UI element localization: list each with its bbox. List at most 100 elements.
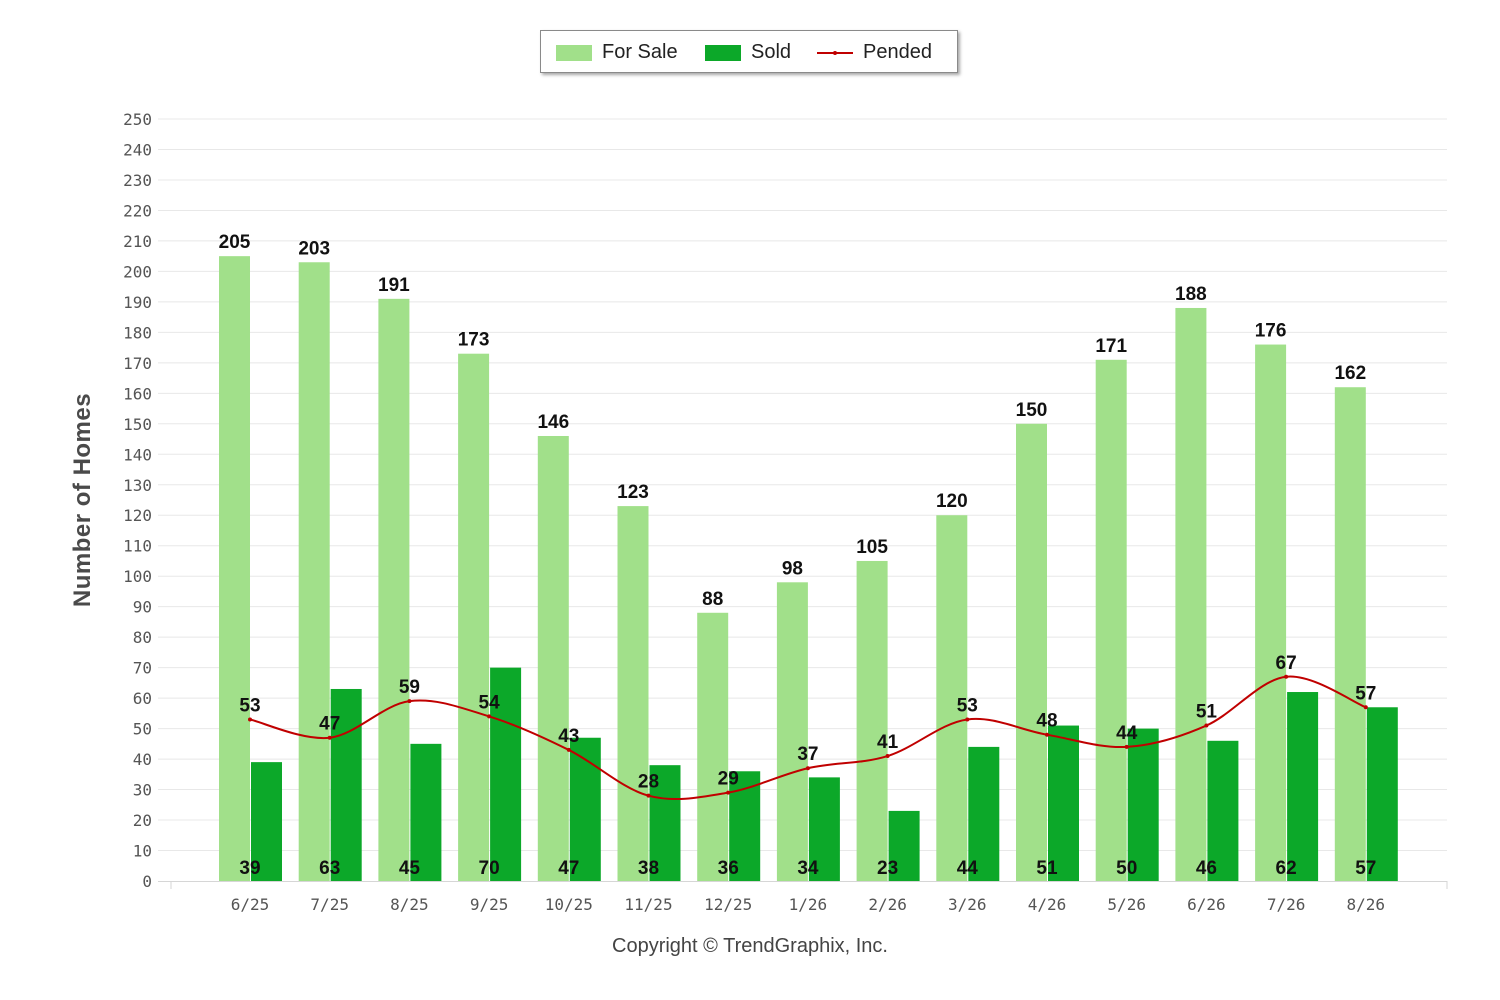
pended-data-label: 57: [1355, 683, 1376, 704]
x-tick-label: 7/26: [1267, 895, 1306, 914]
sold-data-label: 38: [638, 858, 659, 879]
pended-point: [1124, 744, 1129, 749]
sold-bar: [1287, 692, 1319, 881]
pended-point: [965, 717, 970, 722]
y-tick-label: 10: [133, 842, 152, 861]
for-sale-bar: [537, 435, 569, 881]
sold-data-label: 50: [1116, 858, 1137, 879]
for-sale-bar: [1255, 344, 1287, 881]
sold-data-label: 46: [1196, 858, 1217, 879]
pended-point: [327, 735, 332, 740]
x-tick-label: 12/25: [704, 895, 752, 914]
legend-item-sold[interactable]: Sold: [705, 31, 791, 74]
sold-data-label: 62: [1276, 858, 1297, 879]
pended-point: [1284, 674, 1289, 679]
x-tick-label: 10/25: [545, 895, 593, 914]
y-tick-label: 40: [133, 750, 152, 769]
for-sale-bar: [697, 612, 729, 881]
y-tick-label: 170: [123, 354, 152, 373]
sold-swatch: [705, 44, 741, 61]
sold-data-label: 34: [797, 858, 819, 879]
for-sale-data-label: 98: [782, 558, 803, 579]
for-sale-swatch: [556, 44, 592, 61]
x-tick-label: 1/26: [789, 895, 828, 914]
pended-data-label: 51: [1196, 702, 1218, 723]
sold-bar: [410, 743, 442, 881]
for-sale-bar: [458, 353, 490, 881]
sold-data-label: 57: [1355, 858, 1376, 879]
for-sale-bar: [378, 298, 410, 881]
sold-data-label: 47: [558, 858, 579, 879]
for-sale-data-label: 191: [378, 275, 410, 296]
for-sale-bar: [219, 256, 250, 881]
y-tick-label: 240: [123, 140, 152, 159]
pended-data-label: 59: [399, 677, 420, 698]
for-sale-data-label: 171: [1095, 336, 1127, 357]
sold-bar: [1048, 725, 1079, 881]
pended-point: [1045, 732, 1049, 737]
y-tick-label: 180: [123, 323, 152, 342]
pended-point: [1204, 723, 1209, 728]
y-tick-label: 90: [133, 598, 152, 617]
legend-label-for-sale: For Sale: [602, 41, 678, 63]
y-tick-label: 130: [123, 476, 152, 495]
x-tick-label: 2/26: [868, 895, 907, 914]
sold-bar: [649, 765, 681, 881]
for-sale-bar: [1095, 359, 1127, 881]
for-sale-data-label: 203: [298, 238, 330, 259]
pended-point: [885, 754, 890, 759]
legend-item-pended[interactable]: Pended: [817, 31, 932, 74]
legend-label-sold: Sold: [751, 41, 792, 63]
bars: [219, 256, 1398, 882]
sold-bar: [1366, 707, 1398, 881]
y-tick-label: 110: [123, 537, 152, 556]
for-sale-data-label: 146: [537, 412, 569, 433]
pended-data-label: 37: [797, 744, 818, 765]
pended-point: [726, 790, 731, 795]
sold-data-label: 39: [239, 858, 260, 879]
y-tick-label: 20: [133, 811, 152, 830]
y-tick-label: 30: [133, 781, 152, 800]
sold-data-label: 63: [319, 858, 340, 879]
for-sale-bar: [298, 262, 330, 882]
for-sale-bar: [1334, 387, 1366, 881]
y-tick-label: 210: [123, 232, 152, 251]
pended-data-label: 41: [877, 732, 899, 753]
pended-point: [1363, 705, 1368, 710]
sold-bar: [968, 746, 1000, 881]
x-tick-label: 3/26: [948, 895, 987, 914]
x-axis: 6/25 7/25 8/25 9/25 10/25 11/25 12/25 1/26 2/26 3…: [158, 881, 1448, 914]
y-tick-label: 50: [133, 720, 152, 739]
data-labels: 205 39 203 63 191 45 173 70 146 47 123 38 88 36 98 34 10…: [219, 232, 1377, 879]
y-axis-ticks: 0 10 20 30 40 50 60 70 80 90 100 110 120 130 140 150 160…: [123, 110, 152, 891]
sold-data-label: 51: [1036, 858, 1058, 879]
x-tick-label: 8/26: [1347, 895, 1386, 914]
x-tick-label: 4/26: [1028, 895, 1067, 914]
legend-item-for-sale[interactable]: For Sale: [556, 31, 678, 74]
y-tick-label: 200: [123, 262, 152, 281]
pended-data-label: 43: [558, 726, 579, 747]
for-sale-data-label: 105: [856, 537, 888, 558]
for-sale-bar: [936, 515, 968, 881]
y-tick-label: 150: [123, 415, 152, 434]
y-tick-label: 230: [123, 171, 152, 190]
pended-line-swatch: [817, 46, 853, 60]
y-tick-label: 0: [142, 872, 152, 891]
y-tick-label: 220: [123, 201, 152, 220]
gridlines: [158, 118, 1447, 852]
y-tick-label: 120: [123, 506, 152, 525]
sold-bar: [888, 810, 920, 881]
sold-bar: [569, 737, 601, 881]
for-sale-data-label: 150: [1016, 400, 1048, 421]
x-tick-label: 7/25: [310, 895, 349, 914]
x-tick-label: 9/25: [470, 895, 509, 914]
pended-data-label: 29: [718, 769, 739, 790]
y-tick-label: 250: [123, 110, 152, 129]
for-sale-data-label: 120: [936, 491, 968, 512]
for-sale-data-label: 162: [1334, 363, 1366, 384]
sold-data-label: 23: [877, 858, 898, 879]
sold-data-label: 70: [479, 858, 500, 879]
sold-bar: [1127, 728, 1159, 881]
y-tick-label: 80: [133, 628, 152, 647]
sold-data-label: 36: [718, 858, 739, 879]
